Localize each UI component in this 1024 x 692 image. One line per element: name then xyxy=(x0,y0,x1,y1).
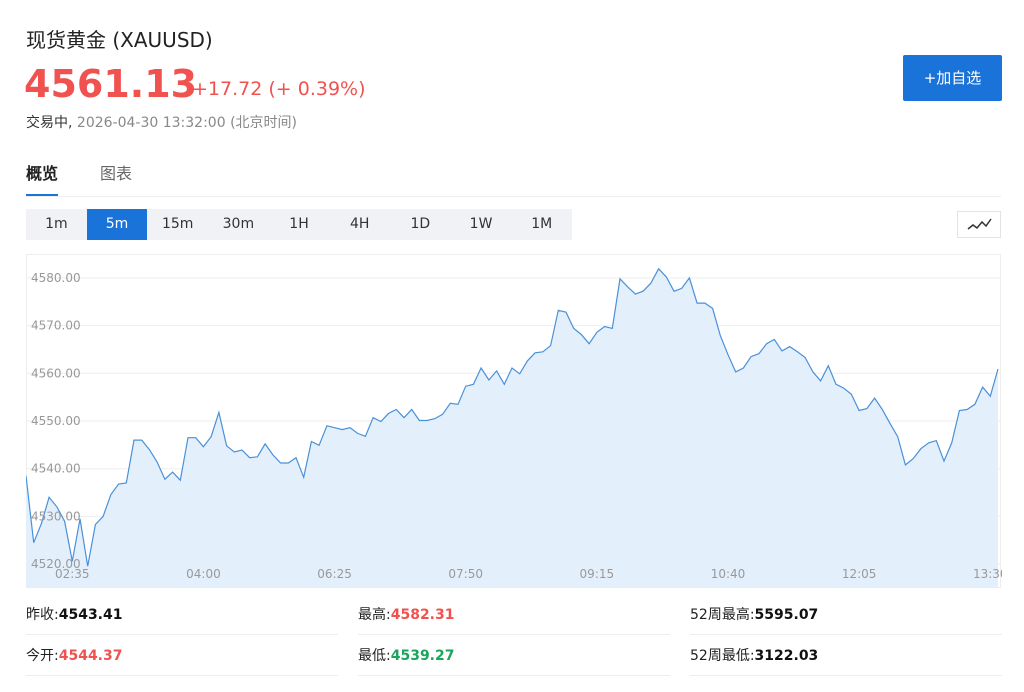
tabs: 概览 图表 xyxy=(26,160,174,197)
y-tick-label: 4520.00 xyxy=(31,557,81,571)
x-tick-label: 09:15 xyxy=(580,567,615,581)
timeframe-bar: 1m 5m 15m 30m 1H 4H 1D 1W 1M xyxy=(26,209,572,240)
divider xyxy=(358,675,670,676)
area xyxy=(26,268,998,588)
divider xyxy=(690,634,1002,635)
stat-value: 4544.37 xyxy=(58,648,123,664)
title: 现货黄金 xyxy=(26,28,106,52)
chart-icon xyxy=(967,218,992,230)
title-row: 现货黄金 (XAUUSD) xyxy=(26,24,213,53)
stat: 最高:4582.31 xyxy=(358,604,454,624)
divider xyxy=(26,675,338,676)
y-tick-label: 4540.00 xyxy=(31,462,81,476)
y-tick-label: 4530.00 xyxy=(31,509,81,523)
status: 交易中, xyxy=(26,115,73,131)
stat: 52周最低:3122.03 xyxy=(690,645,818,665)
stat-value: 4543.41 xyxy=(58,607,123,623)
timeframe-button[interactable]: 4H xyxy=(349,216,370,232)
y-tick-label: 4580.00 xyxy=(31,271,81,285)
change-pct: (+ 0.39%) xyxy=(268,78,366,100)
timeframe-button[interactable]: 15m xyxy=(161,216,194,232)
stat-label: 52周最低: xyxy=(690,648,755,664)
y-tick-label: 4560.00 xyxy=(31,366,81,380)
stat-value: 3122.03 xyxy=(754,648,819,664)
timeframe-button[interactable]: 1D xyxy=(410,216,431,232)
y-tick-label: 4550.00 xyxy=(31,414,81,428)
stat-value: 4582.31 xyxy=(390,607,455,623)
add-watchlist-button[interactable]: +加自选 xyxy=(903,55,1002,101)
timeframe-button[interactable]: 30m xyxy=(222,216,255,232)
x-tick-label: 10:40 xyxy=(711,567,746,581)
stat-label: 最高: xyxy=(358,607,391,623)
stat-label: 最低: xyxy=(358,648,391,664)
stat-value: 5595.07 xyxy=(754,607,819,623)
change: +17.72 xyxy=(192,78,263,100)
symbol: (XAUUSD) xyxy=(112,28,213,52)
stat-label: 52周最高: xyxy=(690,607,755,623)
timeframe-button[interactable]: 5m xyxy=(86,209,148,240)
x-tick-label: 13:30 xyxy=(973,567,1002,581)
x-tick-label: 04:00 xyxy=(186,567,221,581)
tab[interactable]: 概览 xyxy=(26,160,59,197)
divider xyxy=(26,196,1001,197)
stat-value: 4539.27 xyxy=(390,648,455,664)
divider xyxy=(358,634,670,635)
x-tick-label: 06:25 xyxy=(317,567,352,581)
y-tick-label: 4570.00 xyxy=(31,319,81,333)
line xyxy=(26,267,999,567)
time: 2026-04-30 13:32:00 xyxy=(76,115,226,131)
x-tick-label: 02:35 xyxy=(55,567,90,581)
stat: 52周最高:5595.07 xyxy=(690,604,818,624)
timeframe-button[interactable]: 1m xyxy=(45,216,68,232)
x-tick-label: 07:50 xyxy=(448,567,483,581)
stat: 昨收:4543.41 xyxy=(26,604,122,624)
timeframe-button[interactable]: 1H xyxy=(289,216,309,232)
chart-type-button[interactable] xyxy=(957,211,1001,238)
stat-label: 昨收: xyxy=(26,607,59,623)
divider xyxy=(690,675,1002,676)
timezone: (北京时间) xyxy=(230,115,297,131)
status-row: 交易中, 2026-04-30 13:32:00 (北京时间) xyxy=(26,112,297,132)
price: 4561.13 xyxy=(24,62,198,106)
divider xyxy=(26,634,338,635)
timeframe-button[interactable]: 1W xyxy=(469,216,493,232)
x-tick-label: 12:05 xyxy=(842,567,877,581)
stat: 今开:4544.37 xyxy=(26,645,122,665)
tab[interactable]: 图表 xyxy=(100,164,133,183)
stat-label: 今开: xyxy=(26,648,59,664)
stat: 最低:4539.27 xyxy=(358,645,454,665)
price-chart: 4520.00 4530.00 4540.00 4550.00 4560.00 4570.… xyxy=(26,254,1002,588)
change-row: +17.72 (+ 0.39%) xyxy=(192,78,366,100)
timeframe-button[interactable]: 1M xyxy=(531,216,553,232)
